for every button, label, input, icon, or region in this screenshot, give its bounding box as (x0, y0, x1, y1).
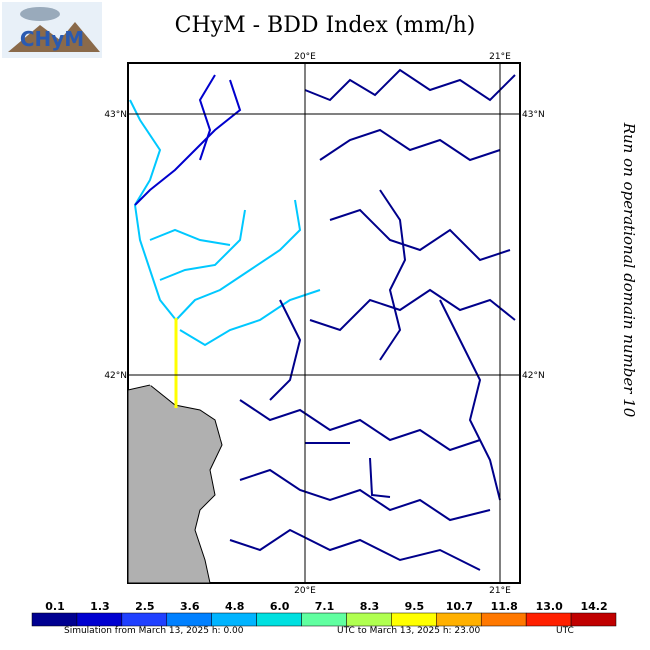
colorbar-swatch (121, 612, 168, 627)
colorbar-swatch (436, 612, 482, 627)
lon-label: 21°E (489, 586, 511, 596)
colorbar-label: 3.6 (180, 600, 200, 613)
colorbar-swatch (76, 612, 123, 627)
colorbar-label: 4.8 (225, 600, 245, 613)
rivers (129, 68, 516, 571)
colorbar-swatch (391, 612, 437, 627)
colorbar-swatch (301, 612, 347, 627)
colorbar-label: 0.1 (45, 600, 65, 613)
colorbar-label: 13.0 (536, 600, 563, 613)
lon-label: 20°E (294, 586, 316, 596)
colorbar-label: 6.0 (270, 600, 290, 613)
colorbar-swatch (166, 612, 212, 627)
colorbar-label: 8.3 (360, 600, 380, 613)
lat-label: 42°N (104, 371, 127, 381)
colorbar-label: 14.2 (581, 600, 608, 613)
colorbar-label: 11.8 (491, 600, 518, 613)
lat-label: 42°N (522, 371, 545, 381)
lon-label: 21°E (489, 52, 511, 62)
lon-label: 20°E (294, 52, 316, 62)
colorbar-label: 1.3 (90, 600, 110, 613)
footer-start: Simulation from March 13, 2025 h: 0.00 (64, 626, 244, 636)
footer-end: UTC to March 13, 2025 h: 23.00 (337, 626, 480, 636)
lat-label: 43°N (522, 110, 545, 120)
colorbar-label: 2.5 (135, 600, 155, 613)
colorbar-swatch (31, 612, 78, 627)
colorbar-label: 10.7 (446, 600, 473, 613)
colorbar-swatch (480, 612, 527, 627)
colorbar-swatch (570, 612, 617, 627)
colorbar-swatch (346, 612, 392, 627)
colorbar-swatch (525, 612, 572, 627)
logo-text: CHyM (20, 27, 84, 51)
colorbar-label: 9.5 (405, 600, 425, 613)
title: CHyM - BDD Index (mm/h) (175, 13, 476, 38)
colorbar-swatch (211, 612, 257, 627)
map (127, 62, 521, 584)
footer-unit: UTC (556, 626, 574, 636)
colorbar-swatch (256, 612, 302, 627)
lat-label: 43°N (104, 110, 127, 120)
logo: CHyM (2, 2, 102, 58)
colorbar-label: 7.1 (315, 600, 335, 613)
side-note: Run on operational domain number 10 (620, 122, 638, 418)
